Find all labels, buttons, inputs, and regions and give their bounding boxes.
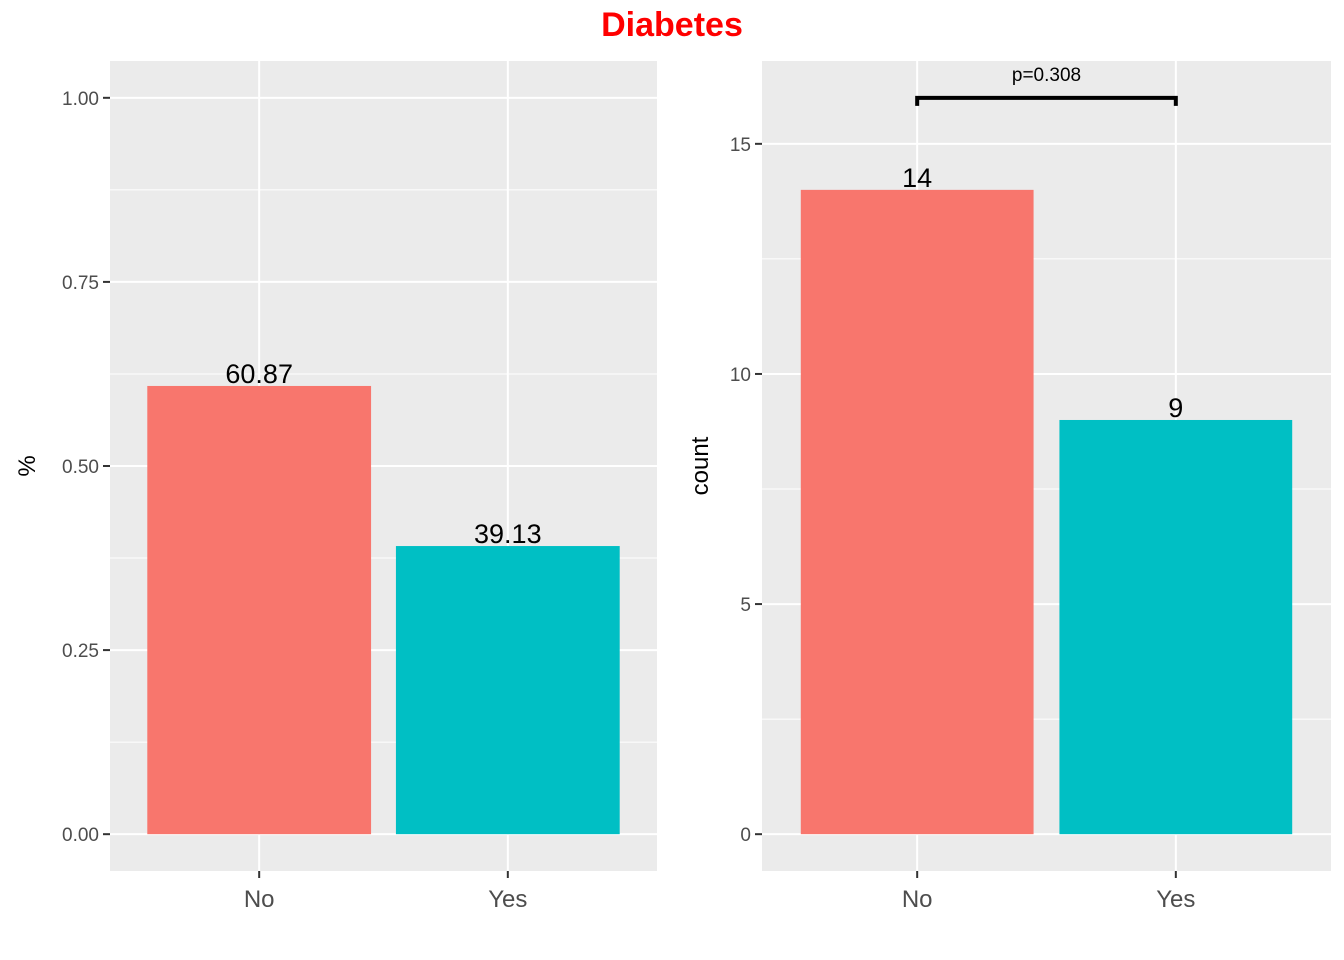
- bar-no: [800, 189, 1034, 835]
- bar-no: [147, 385, 372, 835]
- y-tick-label: 0.50: [62, 457, 99, 478]
- y-axis-title: %: [14, 455, 41, 476]
- y-tick-label: 0.25: [62, 641, 99, 662]
- y-axis-title: count: [687, 436, 714, 495]
- bar-yes: [1059, 419, 1293, 835]
- x-tick-label: No: [244, 886, 275, 913]
- x-tick-label: Yes: [1156, 886, 1195, 913]
- p-value-label: p=0.308: [1012, 65, 1081, 86]
- percent-bar-chart: 0.00 0.25 0.50 0.75 1.00 60.87 39.13 No Yes%: [14, 61, 657, 913]
- chart-title: Diabetes: [601, 6, 743, 44]
- y-tick-label: 0: [740, 825, 751, 846]
- y-tick-label: 15: [730, 135, 751, 156]
- y-tick-label: 10: [730, 365, 751, 386]
- x-tick-label: No: [902, 886, 933, 913]
- y-tick-label: 0.00: [62, 825, 99, 846]
- significance-bracket: [915, 95, 1178, 106]
- y-tick-label: 0.75: [62, 273, 99, 294]
- count-bar-chart: 0 5 10 15 14 9 No Yes count p=0.308: [687, 61, 1331, 913]
- bar-value-label: 39.13: [474, 519, 542, 549]
- bar-value-label: 14: [902, 163, 932, 193]
- bar-value-label: 60.87: [225, 359, 293, 389]
- bar-value-label: 9: [1168, 393, 1183, 423]
- bar-yes: [395, 546, 620, 835]
- x-tick-label: Yes: [488, 886, 527, 913]
- y-tick-label: 1.00: [62, 89, 99, 110]
- y-tick-label: 5: [740, 595, 751, 616]
